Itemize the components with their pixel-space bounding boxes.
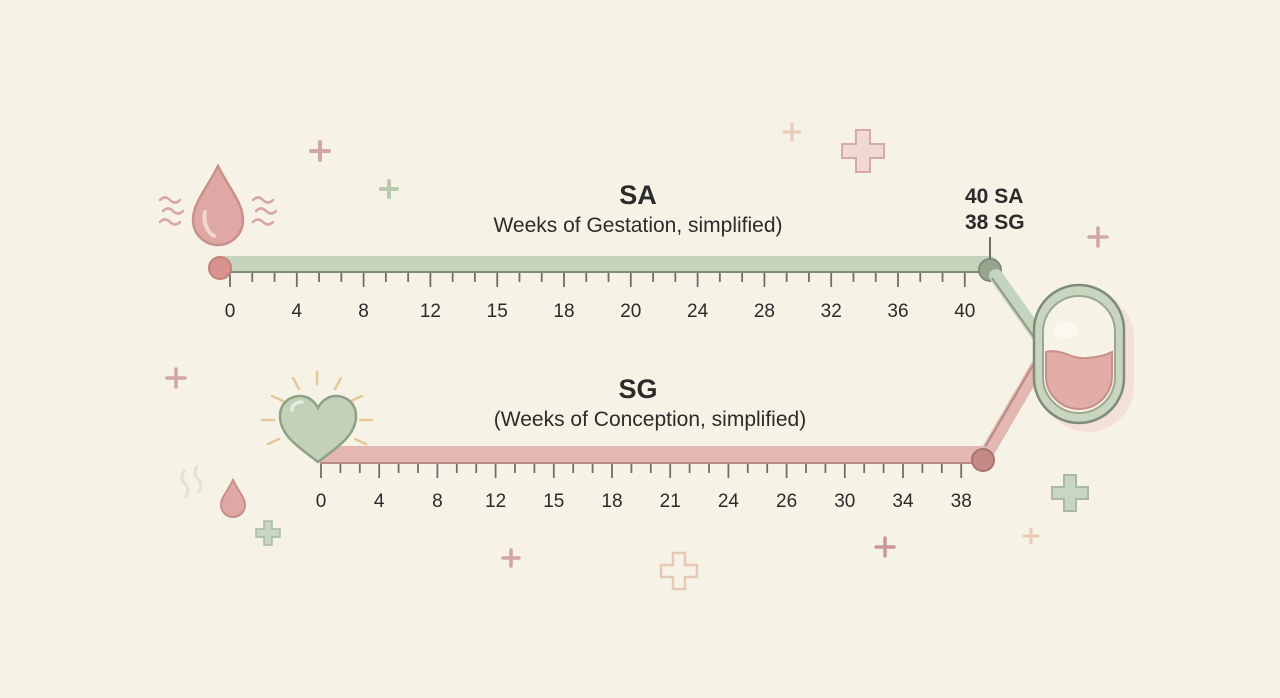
tick-label: 26 bbox=[776, 491, 797, 512]
tick-label: 28 bbox=[754, 301, 775, 322]
small-drop-icon bbox=[180, 464, 247, 518]
tick-label: 34 bbox=[892, 491, 914, 512]
capsule-icon bbox=[1032, 283, 1134, 432]
sa-subtitle: Weeks of Gestation, simplified) bbox=[493, 214, 783, 237]
tick-label: 32 bbox=[821, 301, 842, 322]
endpoint-sg: 38 SG bbox=[965, 211, 1025, 234]
tick-label: 24 bbox=[687, 301, 709, 322]
tick-label: 4 bbox=[292, 301, 303, 322]
tick-label: 36 bbox=[887, 301, 908, 322]
blood-drop-icon bbox=[158, 163, 278, 247]
tick-label: 40 bbox=[954, 301, 975, 322]
plus-icon bbox=[1051, 474, 1089, 512]
plus-icon bbox=[501, 548, 521, 568]
tick-label: 18 bbox=[601, 491, 622, 512]
plus-icon bbox=[1022, 527, 1040, 545]
endpoint-sa: 40 SA bbox=[965, 185, 1024, 208]
sg-scale: 0 4 8 12 15 18 21 24 26 30 34 38 bbox=[312, 446, 995, 512]
tick-label: 30 bbox=[834, 491, 855, 512]
tick-label: 15 bbox=[543, 491, 564, 512]
tick-label: 38 bbox=[951, 491, 972, 512]
tick-label: 0 bbox=[316, 491, 327, 512]
tick-label: 12 bbox=[420, 301, 441, 322]
sg-title: SG bbox=[618, 374, 658, 404]
tick-label: 20 bbox=[620, 301, 641, 322]
plus-icon bbox=[841, 129, 885, 173]
sa-scale: 0 4 8 12 15 18 20 24 28 32 36 40 bbox=[208, 237, 1002, 322]
heart-icon bbox=[260, 370, 374, 464]
plus-icon bbox=[255, 520, 281, 546]
tick-label: 12 bbox=[485, 491, 506, 512]
tick-label: 4 bbox=[374, 491, 385, 512]
plus-icon bbox=[165, 367, 187, 389]
tick-label: 8 bbox=[358, 301, 369, 322]
plus-icon bbox=[782, 122, 802, 142]
plus-icon bbox=[309, 140, 331, 162]
tick-label: 15 bbox=[487, 301, 508, 322]
endpoint-label: 40 SA 38 SG bbox=[965, 184, 1025, 236]
plus-icon bbox=[1087, 226, 1109, 248]
tick-label: 24 bbox=[718, 491, 740, 512]
plus-icon bbox=[379, 179, 399, 199]
tick-label: 8 bbox=[432, 491, 443, 512]
plus-icon bbox=[659, 551, 699, 591]
tick-label: 21 bbox=[660, 491, 681, 512]
sg-subtitle: (Weeks of Conception, simplified) bbox=[493, 408, 807, 431]
sa-title: SA bbox=[619, 180, 657, 210]
plus-icon bbox=[874, 536, 896, 558]
tick-label: 0 bbox=[225, 301, 236, 322]
tick-label: 18 bbox=[553, 301, 574, 322]
